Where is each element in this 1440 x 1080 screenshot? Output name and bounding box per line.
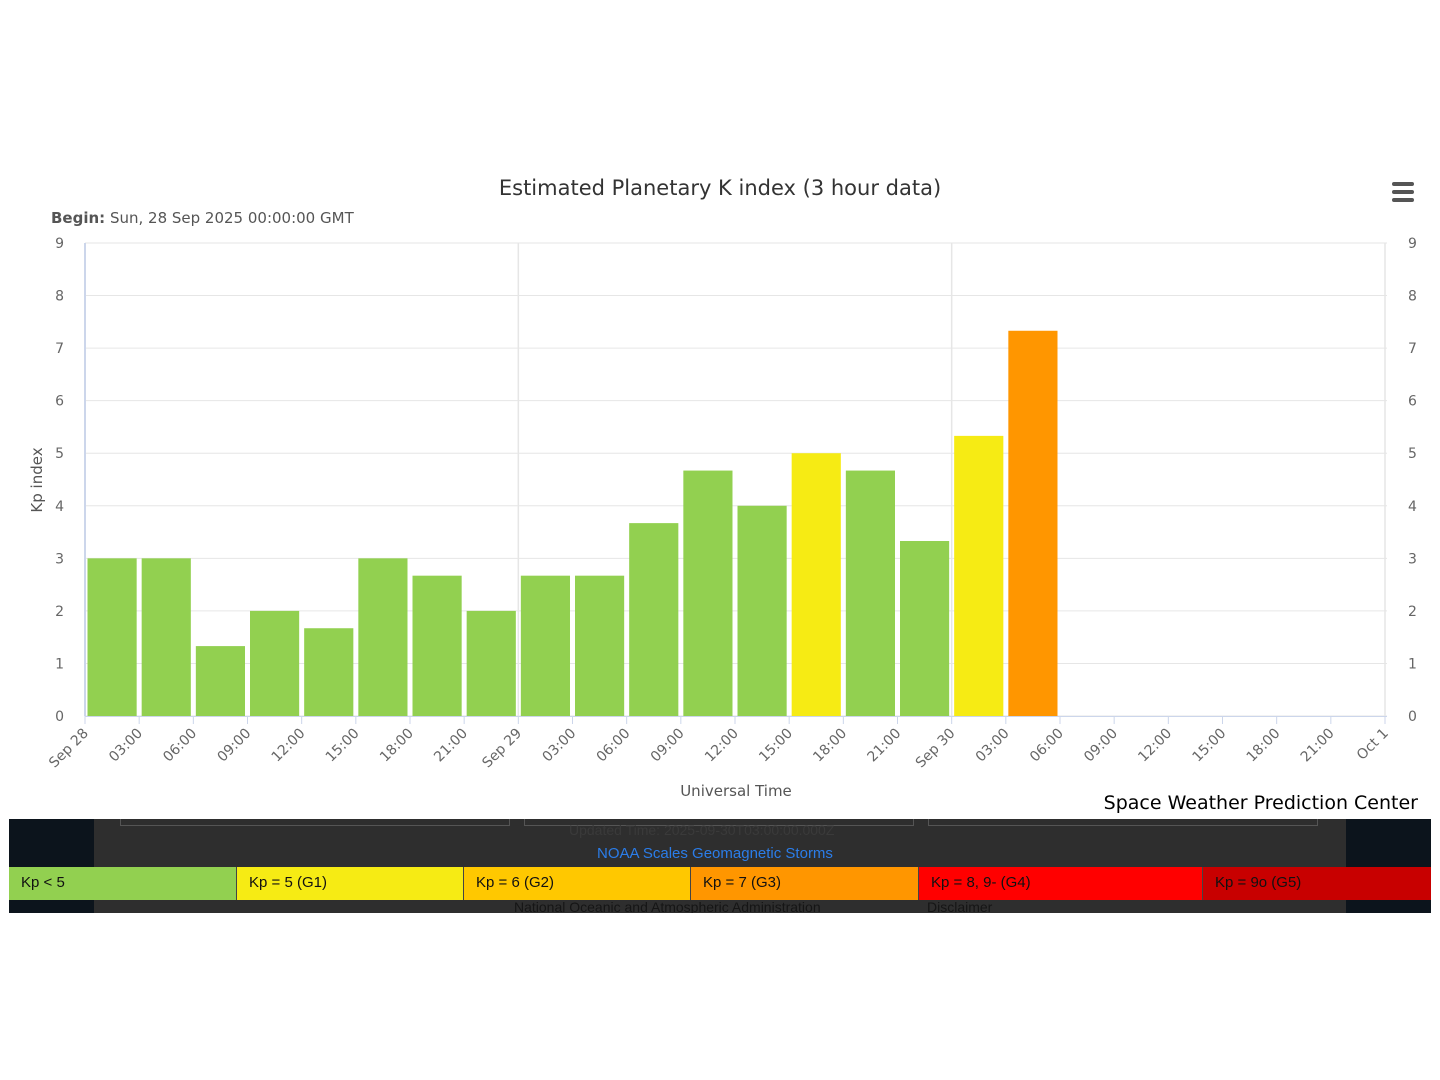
y-tick-label-right: 4 <box>1408 499 1417 515</box>
y-tick-label-right: 6 <box>1408 394 1417 410</box>
scale-legend-item: Kp = 7 (G3) <box>691 867 919 900</box>
scale-legend-item: Kp = 5 (G1) <box>237 867 464 900</box>
bars <box>87 330 1058 716</box>
x-tick-label: 18:00 <box>810 726 850 766</box>
x-tick-label: 21:00 <box>431 726 471 766</box>
x-tick-label: 18:00 <box>1244 726 1284 766</box>
y-tick-label-left: 8 <box>55 289 64 305</box>
y-tick-label-left: 3 <box>55 551 64 567</box>
chart-title: Estimated Planetary K index (3 hour data… <box>499 176 941 200</box>
menu-line-icon <box>1392 190 1414 194</box>
x-tick-label: 15:00 <box>323 726 363 766</box>
y-axis-label: Kp index <box>28 447 46 512</box>
y-tick-label-right: 7 <box>1408 341 1417 357</box>
y-tick-label-right: 2 <box>1408 604 1417 620</box>
footer-updated-time: Updated Time: 2025-09-30T03:00:00.000Z <box>569 822 835 838</box>
x-tick-label: Sep 30 <box>913 726 959 772</box>
kp-bar <box>250 610 300 716</box>
y-tick-label-left: 1 <box>55 656 64 672</box>
kp-bar <box>1008 330 1058 716</box>
x-tick-label: 03:00 <box>106 726 146 766</box>
y-tick-label-left: 5 <box>55 446 64 462</box>
x-tick-label: 12:00 <box>1135 726 1175 766</box>
kp-bar <box>683 470 733 716</box>
chart-credit[interactable]: Space Weather Prediction Center <box>1103 792 1418 814</box>
kp-bar <box>845 470 895 716</box>
kp-bar <box>737 505 787 716</box>
scale-legend-item: Kp = 6 (G2) <box>464 867 691 900</box>
x-tick-label: 21:00 <box>864 726 904 766</box>
x-tick-label: Oct 1 <box>1354 726 1392 764</box>
kp-bar <box>304 628 354 716</box>
y-tick-label-left: 0 <box>55 709 64 725</box>
y-tick-label-right: 1 <box>1408 656 1417 672</box>
kp-bar <box>575 575 625 716</box>
x-axis-label: Universal Time <box>680 782 792 800</box>
footer-disclaimer-link[interactable]: Disclaimer <box>927 899 993 913</box>
footer-box <box>524 819 914 826</box>
kp-bar <box>195 646 245 716</box>
footer-agency-link[interactable]: National Oceanic and Atmospheric Adminis… <box>514 899 821 913</box>
x-tick-label: Sep 28 <box>46 726 92 772</box>
x-tick-label: 09:00 <box>648 726 688 766</box>
kp-bar <box>520 575 570 716</box>
x-tick-label: 21:00 <box>1298 726 1338 766</box>
y-tick-label-left: 9 <box>55 236 64 252</box>
y-tick-label-left: 2 <box>55 604 64 620</box>
footer: Updated Time: 2025-09-30T03:00:00.000Z N… <box>9 819 1431 913</box>
kp-bar <box>900 540 950 716</box>
footer-box <box>120 819 510 826</box>
x-tick-label: 06:00 <box>1027 726 1067 766</box>
y-tick-label-right: 8 <box>1408 289 1417 305</box>
scale-legend-item: Kp = 8, 9- (G4) <box>919 867 1203 900</box>
kp-bar <box>87 558 137 716</box>
y-tick-label-right: 5 <box>1408 446 1417 462</box>
kp-bar <box>629 523 679 716</box>
subtitle-label: Begin: <box>51 209 105 227</box>
x-tick-label: 12:00 <box>269 726 309 766</box>
x-tick-label: 03:00 <box>973 726 1013 766</box>
y-tick-label-left: 6 <box>55 394 64 410</box>
kp-bar <box>954 435 1004 716</box>
chart-menu-button[interactable] <box>1388 182 1418 208</box>
y-tick-label-right: 3 <box>1408 551 1417 567</box>
x-tick-label: 15:00 <box>756 726 796 766</box>
x-tick-label: 06:00 <box>160 726 200 766</box>
subtitle-value: Sun, 28 Sep 2025 00:00:00 GMT <box>110 209 355 227</box>
footer-noaa-scales-link[interactable]: NOAA Scales Geomagnetic Storms <box>597 845 833 862</box>
x-tick-label: 09:00 <box>1081 726 1121 766</box>
x-tick-label: 18:00 <box>377 726 417 766</box>
kp-bar <box>141 558 191 716</box>
footer-box <box>928 819 1318 826</box>
x-tick-label: 06:00 <box>594 726 634 766</box>
kp-chart: Estimated Planetary K index (3 hour data… <box>28 176 1417 800</box>
menu-line-icon <box>1392 198 1414 202</box>
kp-bar <box>791 453 841 716</box>
x-tick-label: 09:00 <box>214 726 254 766</box>
scale-legend-item: Kp < 5 <box>9 867 237 900</box>
y-tick-label-right: 9 <box>1408 236 1417 252</box>
x-tick-label: 03:00 <box>539 726 579 766</box>
menu-line-icon <box>1392 182 1414 186</box>
x-tick-label: Sep 29 <box>479 726 525 772</box>
x-tick-label: 15:00 <box>1189 726 1229 766</box>
scale-legend-item: Kp = 9o (G5) <box>1203 867 1431 900</box>
y-tick-label-right: 0 <box>1408 709 1417 725</box>
y-tick-label-left: 4 <box>55 499 64 515</box>
kp-color-scale-legend: Kp < 5 Kp = 5 (G1) Kp = 6 (G2) Kp = 7 (G3) K… <box>9 867 1431 900</box>
chart-subtitle: Begin: Sun, 28 Sep 2025 00:00:00 GMT <box>51 209 355 227</box>
kp-bar <box>358 558 408 716</box>
kp-bar <box>412 575 462 716</box>
kp-bar <box>466 610 516 716</box>
x-tick-label: 12:00 <box>702 726 742 766</box>
y-tick-label-left: 7 <box>55 341 64 357</box>
